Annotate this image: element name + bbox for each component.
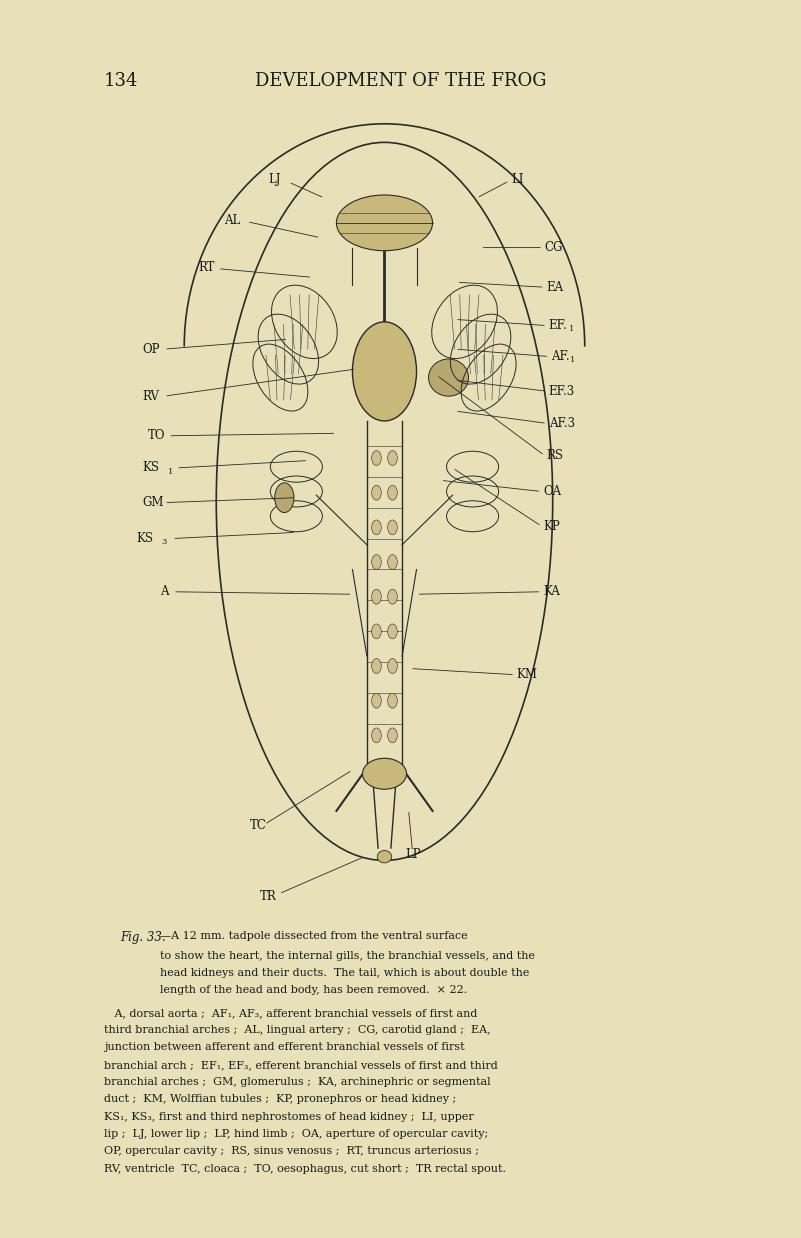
Text: OA: OA	[543, 485, 562, 498]
Text: —A 12 mm. tadpole dissected from the ventral surface: —A 12 mm. tadpole dissected from the ven…	[160, 931, 468, 941]
Circle shape	[388, 555, 397, 569]
Text: 1: 1	[570, 357, 576, 364]
Text: AF.3: AF.3	[549, 417, 575, 430]
Text: DEVELOPMENT OF THE FROG: DEVELOPMENT OF THE FROG	[255, 72, 546, 90]
Text: A, dorsal aorta ;  AF₁, AF₃, afferent branchial vessels of first and: A, dorsal aorta ; AF₁, AF₃, afferent bra…	[104, 1008, 477, 1018]
Text: 134: 134	[104, 72, 139, 90]
Text: RS: RS	[546, 449, 563, 462]
Text: AF.: AF.	[551, 350, 570, 363]
Circle shape	[372, 520, 381, 535]
Text: 1: 1	[168, 468, 174, 475]
Circle shape	[372, 693, 381, 708]
Circle shape	[388, 624, 397, 639]
Text: LI: LI	[511, 173, 524, 186]
Text: TR: TR	[260, 890, 277, 903]
Text: RT: RT	[199, 261, 215, 274]
Text: EF.3: EF.3	[549, 385, 575, 397]
Circle shape	[388, 728, 397, 743]
Text: A: A	[160, 586, 169, 598]
Text: TO: TO	[148, 430, 166, 442]
Circle shape	[372, 659, 381, 673]
Text: branchial arches ;  GM, glomerulus ;  KA, archinephric or segmental: branchial arches ; GM, glomerulus ; KA, …	[104, 1077, 491, 1087]
Text: KM: KM	[517, 669, 537, 681]
Text: 3: 3	[162, 539, 167, 546]
Text: KP: KP	[543, 520, 560, 532]
Text: TC: TC	[250, 820, 267, 832]
Text: length of the head and body, has been removed.  × 22.: length of the head and body, has been re…	[160, 985, 468, 995]
Text: duct ;  KM, Wolffian tubules ;  KP, pronephros or head kidney ;: duct ; KM, Wolffian tubules ; KP, pronep…	[104, 1094, 457, 1104]
Text: 1: 1	[569, 326, 574, 333]
Text: OP: OP	[143, 343, 160, 355]
Text: KS: KS	[143, 462, 159, 474]
Text: GM: GM	[143, 496, 164, 509]
Text: Fig. 33.: Fig. 33.	[120, 931, 166, 945]
Text: KA: KA	[543, 586, 560, 598]
Circle shape	[372, 451, 381, 465]
Text: KS₁, KS₃, first and third nephrostomes of head kidney ;  LI, upper: KS₁, KS₃, first and third nephrostomes o…	[104, 1112, 474, 1122]
Text: EA: EA	[546, 281, 563, 293]
Circle shape	[372, 624, 381, 639]
Text: third branchial arches ;  AL, lingual artery ;  CG, carotid gland ;  EA,: third branchial arches ; AL, lingual art…	[104, 1025, 491, 1035]
Ellipse shape	[429, 359, 469, 396]
Circle shape	[388, 451, 397, 465]
Circle shape	[388, 520, 397, 535]
Text: KS: KS	[136, 532, 153, 545]
Text: to show the heart, the internal gills, the branchial vessels, and the: to show the heart, the internal gills, t…	[160, 951, 535, 961]
Ellipse shape	[336, 196, 433, 251]
Text: head kidneys and their ducts.  The tail, which is about double the: head kidneys and their ducts. The tail, …	[160, 968, 529, 978]
Ellipse shape	[362, 758, 406, 790]
Text: AL: AL	[224, 214, 240, 227]
Text: lip ;  LJ, lower lip ;  LP, hind limb ;  OA, aperture of opercular cavity;: lip ; LJ, lower lip ; LP, hind limb ; OA…	[104, 1129, 489, 1139]
Circle shape	[388, 589, 397, 604]
Circle shape	[388, 693, 397, 708]
Text: RV: RV	[143, 390, 159, 402]
Text: LP: LP	[405, 848, 421, 860]
Text: RV, ventricle  TC, cloaca ;  TO, oesophagus, cut short ;  TR rectal spout.: RV, ventricle TC, cloaca ; TO, oesophagu…	[104, 1164, 506, 1174]
Circle shape	[352, 322, 417, 421]
Text: EF.: EF.	[549, 319, 567, 332]
Circle shape	[388, 659, 397, 673]
Text: LJ: LJ	[268, 173, 281, 186]
Circle shape	[372, 589, 381, 604]
Text: OP, opercular cavity ;  RS, sinus venosus ;  RT, truncus arteriosus ;: OP, opercular cavity ; RS, sinus venosus…	[104, 1146, 479, 1156]
Circle shape	[275, 483, 294, 513]
Ellipse shape	[377, 851, 392, 863]
Text: junction between afferent and efferent branchial vessels of first: junction between afferent and efferent b…	[104, 1042, 465, 1052]
Circle shape	[372, 485, 381, 500]
Circle shape	[388, 485, 397, 500]
Text: branchial arch ;  EF₁, EF₃, efferent branchial vessels of first and third: branchial arch ; EF₁, EF₃, efferent bran…	[104, 1060, 498, 1070]
Text: CG: CG	[545, 241, 563, 254]
Circle shape	[372, 728, 381, 743]
Circle shape	[372, 555, 381, 569]
